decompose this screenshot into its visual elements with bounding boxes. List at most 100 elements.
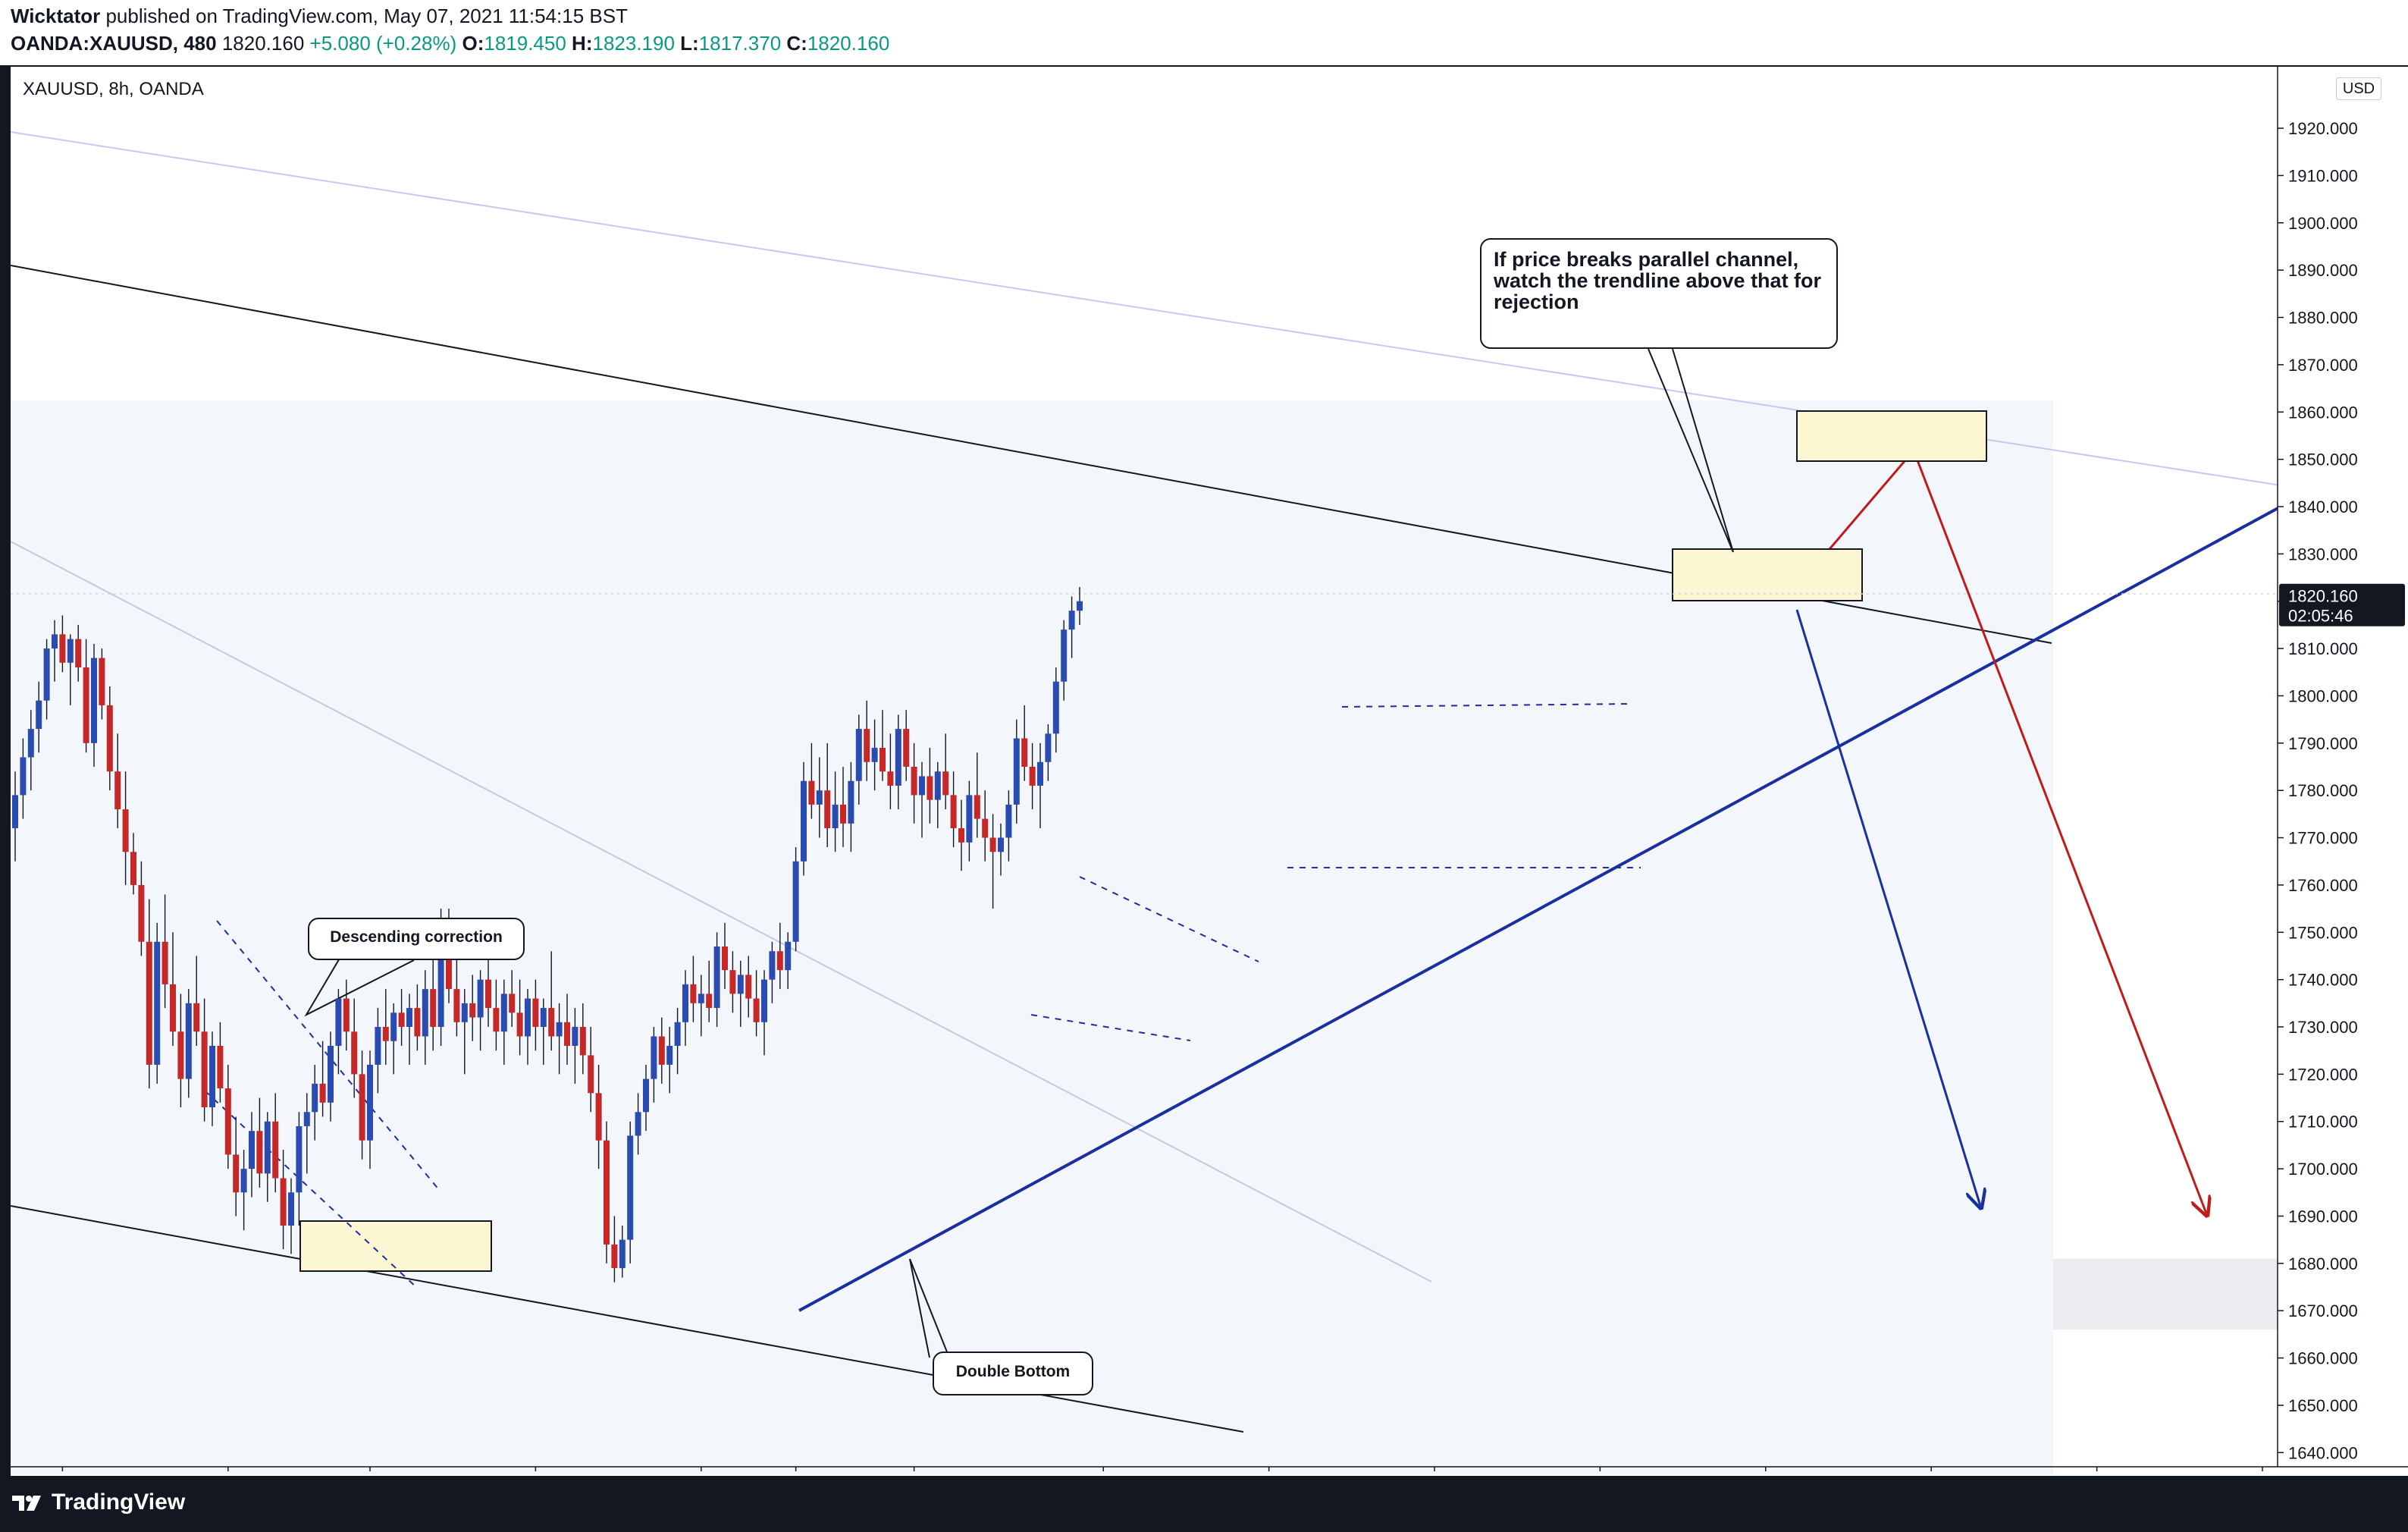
last-price-tag-value: 1820.160	[2288, 587, 2358, 606]
price-tick-label: 1850.000	[2288, 450, 2358, 469]
price-chart[interactable]: 1640.000 1650.000 1660.000 1670.000 1680.000…	[11, 67, 2408, 1476]
candle	[895, 714, 901, 810]
candle-body	[59, 634, 66, 663]
candle	[170, 932, 176, 1046]
candle	[272, 1093, 279, 1193]
candle	[887, 733, 894, 810]
price-axis-background	[2278, 67, 2408, 1476]
candle-body	[138, 884, 145, 942]
ticker-label: OANDA:XAUUSD, 480	[11, 32, 217, 55]
candle	[406, 994, 412, 1065]
descending-pointer	[304, 947, 415, 1017]
candle-body	[375, 1027, 381, 1065]
candle-body	[808, 780, 815, 805]
candle-body	[280, 1178, 287, 1226]
candle-body	[619, 1239, 626, 1269]
candle	[240, 1150, 247, 1231]
candle	[382, 989, 389, 1065]
candle	[572, 1008, 578, 1084]
candle-body	[335, 998, 342, 1046]
candle-body	[572, 1027, 578, 1046]
candle	[185, 989, 192, 1098]
candle-body	[296, 1125, 303, 1193]
candle-body	[312, 1083, 318, 1113]
currency-button[interactable]: USD	[2336, 77, 2381, 100]
candle-body	[666, 1045, 673, 1065]
candle	[27, 710, 34, 791]
candle-body	[249, 1131, 255, 1169]
candle-body	[556, 1022, 563, 1037]
price-tick-label: 1670.000	[2288, 1301, 2358, 1320]
tradingview-logo-icon[interactable]	[11, 1491, 45, 1514]
candle-body	[1052, 681, 1059, 734]
tradingview-brand[interactable]: TradingView	[52, 1490, 186, 1515]
candle-body	[367, 1064, 373, 1141]
candle	[296, 1112, 303, 1226]
candle	[658, 1017, 665, 1084]
candle-body	[193, 1003, 200, 1032]
price-tick-label: 1910.000	[2288, 166, 2358, 185]
candle-body	[67, 639, 74, 663]
candle	[1045, 724, 1052, 781]
candle	[461, 989, 468, 1075]
candle	[1068, 596, 1075, 658]
top-note-callout: If price breaks parallel channel, watch …	[1480, 238, 1838, 349]
flag-lower-dashed	[1030, 1014, 1191, 1041]
candle	[722, 922, 728, 990]
candle-body	[737, 975, 744, 994]
candle-body	[635, 1112, 641, 1136]
price-tick-label: 1920.000	[2288, 119, 2358, 138]
candle	[67, 634, 74, 705]
candle	[43, 639, 50, 720]
candle-body	[1021, 738, 1028, 767]
candle	[974, 752, 980, 838]
candle-body	[106, 705, 113, 772]
candle	[864, 700, 870, 781]
candle-body	[83, 667, 89, 743]
candle	[627, 1121, 634, 1264]
candle-body	[658, 1036, 665, 1065]
candle-body	[824, 790, 831, 829]
candle-body	[682, 984, 688, 1022]
candle	[690, 956, 697, 1022]
low-label: L:	[680, 32, 699, 55]
candle	[619, 1225, 626, 1278]
candle	[122, 771, 129, 885]
candle	[998, 823, 1004, 876]
ohlc-line: OANDA:XAUUSD, 480 1820.160 +5.080 (+0.28…	[11, 32, 889, 55]
candle	[564, 994, 570, 1065]
candle-body	[27, 729, 34, 758]
price-tick-label: 1810.000	[2288, 639, 2358, 658]
candle-body	[690, 984, 697, 1003]
candle-body	[706, 994, 713, 1009]
candle	[942, 733, 949, 810]
candle-body	[177, 1031, 184, 1079]
candle	[753, 970, 760, 1037]
candle-body	[43, 648, 50, 701]
price-tick-label: 1640.000	[2288, 1443, 2358, 1462]
candle	[209, 1031, 215, 1126]
candle-body	[966, 795, 973, 843]
bearish-projection-arrow	[1795, 609, 1980, 1206]
candle-body	[288, 1192, 294, 1226]
candle-body	[745, 975, 752, 999]
candle	[375, 1008, 381, 1094]
candle	[193, 956, 200, 1046]
chart-area[interactable]: 1640.000 1650.000 1660.000 1670.000 1680.000…	[11, 67, 2408, 1476]
candle-body	[170, 984, 176, 1032]
candle-body	[525, 998, 531, 1037]
candle	[477, 970, 484, 1051]
candle	[217, 1022, 224, 1103]
candle	[130, 833, 136, 895]
descending-correction-text: Descending correction	[330, 928, 503, 946]
price-tick-label: 1860.000	[2288, 403, 2358, 422]
candle-body	[579, 1027, 586, 1056]
candle-body	[1068, 611, 1075, 630]
candle-body	[52, 634, 58, 649]
candle	[280, 1150, 287, 1250]
candle-body	[319, 1083, 326, 1103]
candle	[359, 1050, 365, 1160]
candle	[224, 1064, 231, 1169]
author-name[interactable]: Wicktator	[11, 5, 101, 27]
